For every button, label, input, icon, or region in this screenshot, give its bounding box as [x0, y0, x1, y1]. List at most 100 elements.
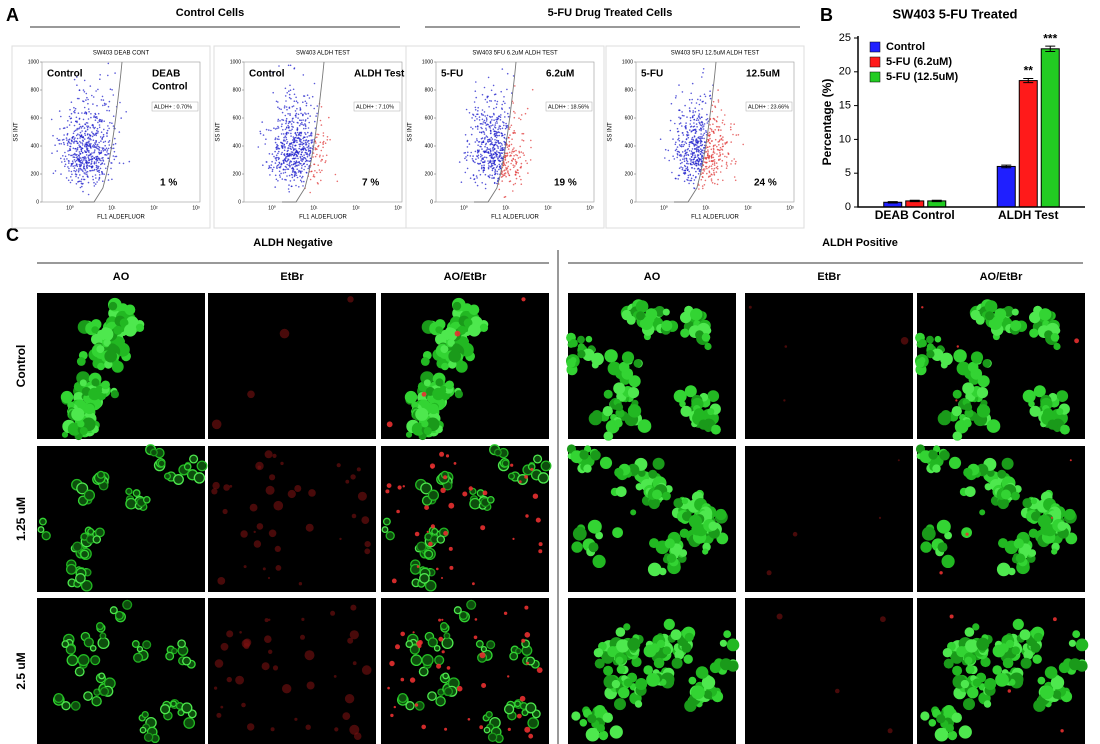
cell: [915, 358, 925, 368]
cell: [442, 672, 450, 680]
event-dot: [684, 165, 687, 168]
cell: [992, 665, 1002, 675]
event-dot: [107, 74, 109, 77]
event-dot: [111, 162, 113, 164]
event-dot: [101, 162, 103, 165]
event-dot: [710, 180, 713, 182]
event-dot: [284, 158, 286, 161]
event-dot: [494, 172, 497, 175]
dead-cell: [473, 635, 478, 640]
event-dot: [692, 182, 695, 185]
event-dot: [490, 140, 492, 142]
event-dot: [106, 132, 108, 135]
cell: [1011, 308, 1019, 316]
event-dot: [74, 152, 76, 155]
cell: [181, 702, 193, 714]
dead-cell: [275, 565, 282, 571]
cell: [124, 324, 137, 337]
event-dot: [312, 175, 315, 178]
event-dot: [492, 149, 494, 152]
cell: [1072, 630, 1081, 638]
dead-cell: [766, 570, 772, 576]
event-dot: [307, 150, 310, 152]
y-tick-label: 1000: [230, 59, 241, 65]
event-dot: [477, 154, 480, 157]
event-dot: [495, 132, 498, 135]
event-dot: [298, 137, 301, 140]
event-dot: [310, 131, 313, 134]
event-dot: [322, 132, 325, 134]
cell: [916, 341, 924, 348]
panel-letter: C: [6, 225, 19, 245]
cell: [1047, 419, 1058, 430]
event-dot: [735, 160, 737, 163]
event-dot: [676, 150, 679, 153]
event-dot: [284, 95, 287, 97]
event-dot: [481, 158, 483, 160]
event-dot: [702, 68, 705, 70]
cell: [984, 678, 997, 690]
event-dot: [697, 150, 700, 152]
event-dot: [717, 149, 720, 151]
event-dot: [94, 142, 96, 144]
event-dot: [79, 186, 82, 189]
dead-cell: [538, 549, 543, 554]
event-dot: [313, 163, 315, 166]
dead-cell: [448, 502, 455, 509]
event-dot: [99, 136, 102, 138]
dead-cell: [526, 661, 530, 665]
cell: [652, 489, 662, 500]
event-dot: [306, 163, 308, 166]
event-dot: [485, 117, 488, 119]
event-dot: [507, 161, 510, 163]
event-dot: [685, 167, 687, 170]
cell: [436, 535, 446, 544]
event-dot: [466, 154, 469, 157]
cell: [599, 456, 613, 469]
dead-cell: [445, 454, 450, 458]
event-dot: [495, 136, 498, 139]
event-dot: [80, 159, 83, 161]
cell: [637, 419, 652, 433]
event-dot: [693, 179, 696, 181]
event-dot: [679, 117, 682, 120]
cell: [566, 358, 576, 368]
event-dot: [280, 153, 283, 155]
event-dot: [503, 96, 505, 98]
event-dot: [688, 170, 690, 173]
event-dot: [714, 138, 717, 141]
event-dot: [710, 160, 713, 162]
event-dot: [520, 114, 523, 116]
cell: [998, 538, 1008, 549]
cell: [662, 646, 671, 655]
event-dot: [290, 97, 292, 100]
event-dot: [305, 127, 307, 130]
event-dot: [683, 154, 686, 157]
event-dot: [681, 168, 684, 171]
event-dot: [302, 137, 304, 140]
event-dot: [74, 147, 76, 150]
event-dot: [708, 171, 711, 174]
event-dot: [682, 134, 685, 136]
cell: [98, 672, 106, 680]
y-tick-label: 600: [31, 115, 40, 121]
error-bar: [1045, 45, 1056, 53]
event-dot: [274, 138, 277, 141]
event-dot: [693, 143, 695, 145]
event-dot: [324, 142, 327, 144]
event-dot: [98, 146, 101, 149]
cell: [702, 548, 709, 555]
event-dot: [84, 123, 86, 125]
event-dot: [678, 116, 680, 119]
cell: [1031, 511, 1041, 522]
event-dot: [497, 145, 499, 148]
micrograph: [917, 598, 1089, 744]
dead-cell: [345, 479, 350, 484]
event-dot: [298, 133, 300, 136]
dead-cell: [395, 644, 400, 650]
event-dot: [88, 159, 90, 161]
event-dot: [96, 127, 99, 130]
cell: [423, 379, 431, 387]
event-dot: [94, 149, 96, 151]
event-dot: [514, 158, 516, 161]
